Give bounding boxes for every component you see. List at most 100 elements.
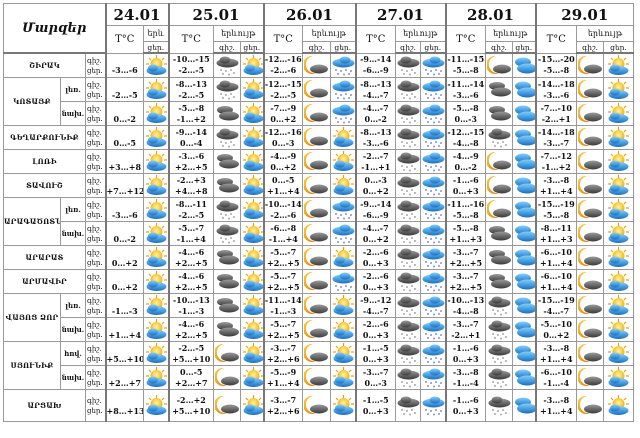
sun-cloud-icon <box>144 295 169 316</box>
day-temperature: 0…-4 <box>180 137 203 148</box>
night-temperature: -2…-7 <box>362 150 389 161</box>
night-header: գիշ. <box>213 41 242 54</box>
sun-cloud-icon <box>331 127 356 148</box>
blue-snow-icon <box>331 103 356 124</box>
weather-cell <box>420 245 447 270</box>
blue-snow-icon <box>421 271 446 292</box>
day-temperature: +2…+6 <box>266 405 300 416</box>
day-temperature: +1…+4 <box>539 281 573 292</box>
weather-cell <box>142 317 170 342</box>
dark-snow-icon <box>396 175 421 196</box>
moon-cloud-icon <box>304 223 329 244</box>
dark-snow-icon <box>487 295 512 316</box>
night-temperature: -8…-13 <box>360 126 392 137</box>
day-temperature: 0…-3 <box>272 137 295 148</box>
dark-snow-icon <box>396 223 421 244</box>
weather-cell <box>142 77 170 102</box>
sun-cloud-icon <box>606 103 631 124</box>
temperature-cell: -4…-7 0…+2 <box>354 221 397 246</box>
day-temperature: 0…+2 <box>270 113 297 124</box>
sun-cloud-icon <box>144 319 169 340</box>
temperature-cell: 0…+2 <box>104 269 144 294</box>
blue-snow-icon <box>331 79 356 100</box>
weather-cell <box>302 317 332 342</box>
weather-cell <box>330 317 357 342</box>
dark-clouds-icon <box>215 319 240 340</box>
temperature-cell: -9…-14 0…-4 <box>167 125 215 150</box>
night-temperature: -14…-18 <box>537 78 575 89</box>
temperature-cell: 0…-5 <box>104 125 144 150</box>
night-temperature: -3…-6 <box>178 150 205 161</box>
weather-cell <box>576 77 605 102</box>
night-temperature: -3…-8 <box>543 174 570 185</box>
night-temperature: -3…-8 <box>543 394 570 405</box>
sun-cloud-icon <box>606 367 631 388</box>
temperature-cell: -5…-8 +1…+3 <box>444 221 487 246</box>
night-temperature: -3…-8 <box>543 342 570 353</box>
weather-cell <box>512 221 537 246</box>
weather-cell <box>142 341 170 366</box>
temperature-cell: -8…-13 -4…-7 <box>354 77 397 102</box>
weather-cell <box>576 101 605 126</box>
temperature-cell: -3…-8 +1…+4 <box>534 341 578 366</box>
weather-cell <box>512 77 537 102</box>
night-temperature: -3…-7 <box>362 366 389 377</box>
phenomenon-header: երևույթ <box>485 25 537 42</box>
night-temperature: -9…-14 <box>360 54 392 65</box>
blue-clouds-icon <box>513 343 536 364</box>
weather-cell <box>420 52 447 78</box>
day-temperature: +1…+4 <box>539 405 573 416</box>
weather-cell <box>420 365 447 390</box>
night-temperature: -1…-5 <box>362 394 389 405</box>
sun-cloud-icon <box>331 247 356 268</box>
day-label: ցեր. <box>87 186 103 195</box>
weather-cell <box>240 221 265 246</box>
weather-cell <box>420 197 447 222</box>
weather-cell <box>213 389 242 422</box>
weather-cell <box>213 149 242 174</box>
region-name: ԱՐՑԱԽ <box>3 389 86 422</box>
date-header: 28.01 <box>444 3 537 26</box>
dark-snow-icon <box>215 79 240 100</box>
weather-cell <box>213 173 242 198</box>
weather-cell <box>240 149 265 174</box>
weather-cell <box>395 245 422 270</box>
sun-cloud-icon <box>241 79 264 100</box>
moon-cloud-icon <box>487 55 512 76</box>
night-temperature: -4…-7 <box>362 222 389 233</box>
weather-cell <box>576 52 605 78</box>
temperature-header: T°C <box>167 25 215 54</box>
weather-cell <box>603 245 635 270</box>
table-row: ԱՐԱԳԱԾՈՏՆ լեռ. գիշ. ցեր. -3…-6 -8…-11 -2…-5 -1… <box>3 197 635 246</box>
day-temperature: -1…+4 <box>176 233 206 244</box>
night-label: գիշ. <box>87 200 102 209</box>
sun-cloud-icon <box>241 151 264 172</box>
moon-cloud-icon <box>304 295 329 316</box>
weather-cell <box>330 77 357 102</box>
blue-snow-icon <box>331 223 356 244</box>
table-row: ՎԱՅՈՑ ՁՈՐ լեռ. գիշ. ցեր. -1…-3 -10…-13 -1…-3-… <box>3 293 635 342</box>
temperature-cell: -3…-7 0…-3 <box>354 365 397 390</box>
night-temperature: -11…-14 <box>447 78 485 89</box>
region-name: ՏԱՎՈՒՇ <box>3 173 86 198</box>
moon-cloud-icon <box>578 55 603 76</box>
night-temperature: -6…-10 <box>540 270 572 281</box>
night-temperature: -4…-7 <box>362 102 389 113</box>
night-label: գիշ. <box>87 104 102 113</box>
night-temperature: -9…-14 <box>360 198 392 209</box>
night-temperature: 0…-5 <box>180 366 203 377</box>
day-temperature: 0…+3 <box>362 281 389 292</box>
day-temperature: +1…+4 <box>108 329 142 340</box>
day-temperature: +2…+7 <box>174 377 208 388</box>
night-temperature: -3…-7 <box>452 270 479 281</box>
day-temperature: -2…-5 <box>178 209 205 220</box>
night-label: գիշ. <box>87 80 102 89</box>
day-temperature: +8…+13 <box>106 405 144 416</box>
moon-cloud-icon <box>578 151 603 172</box>
day-header: ցեր. <box>142 41 170 54</box>
table-row: նախ. գիշ. ցեր. 0…-2 -5…-8 -1…+2 -7…-9 0…+2 -4…-… <box>4 101 635 126</box>
weather-cell <box>240 101 265 126</box>
blue-clouds-icon <box>513 247 536 268</box>
day-temperature: +3…+8 <box>108 161 142 172</box>
day-temperature: +2…+7 <box>108 377 142 388</box>
